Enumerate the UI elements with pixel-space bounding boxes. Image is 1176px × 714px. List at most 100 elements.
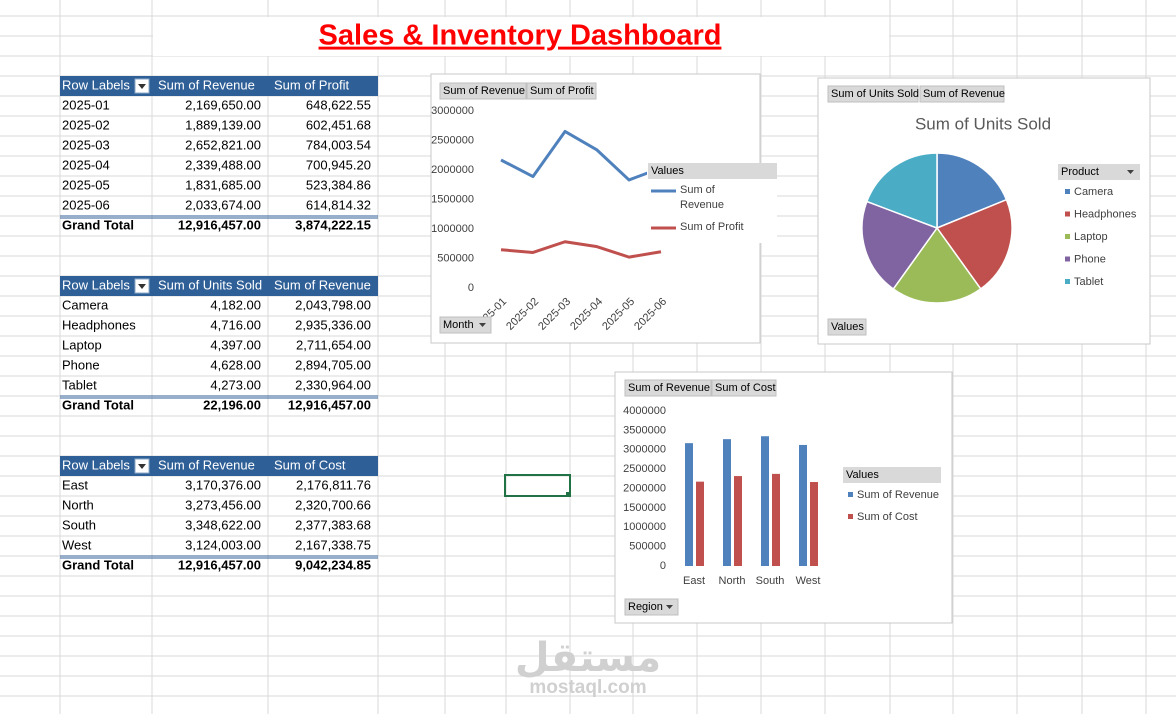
table-cell: 2025-01 xyxy=(62,97,110,112)
table-cell: 4,397.00 xyxy=(210,337,261,352)
table-cell: 2,033,674.00 xyxy=(185,197,261,212)
table-cell: 2025-02 xyxy=(62,117,110,132)
table-cell: 12,916,457.00 xyxy=(178,557,261,572)
table-cell: 2025-03 xyxy=(62,137,110,152)
field-button[interactable] xyxy=(624,598,679,616)
pivot-table: Row Labels Sum of Revenue Sum of Profit 202… xyxy=(60,76,378,232)
legend-swatch xyxy=(1065,279,1070,284)
table-cell: Headphones xyxy=(62,317,136,332)
y-tick-label: 4000000 xyxy=(623,405,666,417)
table-cell: 2,711,654.00 xyxy=(296,337,371,352)
legend-text-box: Sum of Revenue xyxy=(680,184,724,211)
table-cell: West xyxy=(62,537,92,552)
field-button-label: Sum of Revenue xyxy=(628,382,710,394)
table-cell: 2,167,338.75 xyxy=(295,537,371,552)
table-cell: 3,874,222.15 xyxy=(295,217,371,232)
table-cell: 4,273.00 xyxy=(210,377,261,392)
bar xyxy=(772,473,780,566)
y-tick-label: 3500000 xyxy=(623,424,666,436)
y-tick-label: 3000000 xyxy=(623,444,666,456)
bar xyxy=(799,444,807,566)
legend-swatch xyxy=(1065,189,1070,194)
table-cell: 2,935,336.00 xyxy=(295,317,371,332)
field-button[interactable] xyxy=(439,316,492,334)
table-cell: 3,273,456.00 xyxy=(185,497,261,512)
table-cell: 523,384.86 xyxy=(306,177,371,192)
y-tick-label: 1000000 xyxy=(431,223,474,235)
y-tick-label: 1500000 xyxy=(623,502,666,514)
bar xyxy=(723,439,731,566)
table-cell: 4,716.00 xyxy=(210,317,261,332)
y-tick-label: 500000 xyxy=(629,541,666,553)
legend-swatch xyxy=(848,514,853,519)
legend-swatch xyxy=(1065,211,1070,217)
table-header: Sum of Units Sold xyxy=(158,277,262,292)
table-cell: Laptop xyxy=(62,337,102,352)
pie-slice xyxy=(865,152,938,230)
selected-cell[interactable] xyxy=(504,474,571,497)
table-cell: 3,170,376.00 xyxy=(185,477,261,492)
y-tick-label: 2000000 xyxy=(623,482,666,494)
x-tick-label: South xyxy=(756,575,785,587)
bar xyxy=(734,476,742,566)
legend-swatch xyxy=(848,492,853,497)
pivot-table: Row Labels Sum of Units Sold Sum of Revenu… xyxy=(60,276,378,412)
field-button[interactable] xyxy=(711,379,777,397)
legend-label: Sum of Cost xyxy=(857,511,918,523)
table-cell: 4,628.00 xyxy=(210,357,261,372)
legend: Values Sum of Revenue Sum of Profit xyxy=(647,163,777,243)
chart-area xyxy=(614,371,953,624)
y-tick-label: 0 xyxy=(468,282,474,294)
chart-body: Sum of Revenue Sum of Cost 0 500000 1000000 1… xyxy=(623,379,941,616)
table-cell: Camera xyxy=(62,297,109,312)
table-cell: 2,330,964.00 xyxy=(295,377,371,392)
y-tick-label: 2500000 xyxy=(431,134,474,146)
field-button[interactable] xyxy=(439,82,527,100)
chart: Sum of Units Sold Sum of Revenue Sum of Un… xyxy=(817,77,1151,345)
x-tick-label: North xyxy=(719,575,746,587)
field-button-label: Sum of Revenue xyxy=(923,88,1005,100)
field-button[interactable] xyxy=(526,82,597,100)
series-line xyxy=(500,240,662,259)
table-cell: 4,182.00 xyxy=(210,297,261,312)
legend-label: Camera xyxy=(1074,186,1114,198)
table-cell: 12,916,457.00 xyxy=(288,397,371,412)
field-button-label: Month xyxy=(443,319,474,331)
fill-handle[interactable] xyxy=(566,492,571,497)
legend-text-box: Sum of Profit xyxy=(680,221,744,233)
y-tick-label: 2000000 xyxy=(431,164,474,176)
legend-label: Phone xyxy=(1074,253,1106,265)
field-button-label: Region xyxy=(628,601,663,613)
field-button[interactable] xyxy=(624,379,712,397)
field-button[interactable] xyxy=(827,318,867,336)
legend-label: Laptop xyxy=(1074,231,1108,243)
table-cell: 1,831,685.00 xyxy=(185,177,261,192)
table-cell: 602,451.68 xyxy=(306,117,371,132)
legend-title: Values xyxy=(846,469,879,481)
table-cell: 22,196.00 xyxy=(203,397,261,412)
field-button-label: Sum of Profit xyxy=(530,85,594,97)
legend-title-bg xyxy=(1058,164,1140,180)
field-button-label: Values xyxy=(831,321,864,333)
table-header: Sum of Profit xyxy=(274,77,350,92)
bar xyxy=(685,443,693,566)
field-button[interactable] xyxy=(827,85,919,103)
legend-title-bg xyxy=(648,163,777,179)
bar xyxy=(761,436,769,566)
field-button[interactable] xyxy=(919,85,1005,103)
chart: Sum of Revenue Sum of Profit 0 500000 100000… xyxy=(430,73,761,344)
watermark-site: mostaql.com xyxy=(529,677,646,698)
pie-slice xyxy=(861,200,939,291)
table-cell: 2025-06 xyxy=(62,197,110,212)
y-tick-label: 1000000 xyxy=(623,521,666,533)
table-cell: 9,042,234.85 xyxy=(295,557,371,572)
legend-title: Values xyxy=(651,165,684,177)
table-cell: 2,169,650.00 xyxy=(185,97,261,112)
legend-label: Headphones xyxy=(1074,208,1137,220)
table-header: Sum of Revenue xyxy=(158,457,255,472)
table-header: Sum of Cost xyxy=(274,457,346,472)
table-cell: 12,916,457.00 xyxy=(178,217,261,232)
table-cell: 2025-05 xyxy=(62,177,110,192)
